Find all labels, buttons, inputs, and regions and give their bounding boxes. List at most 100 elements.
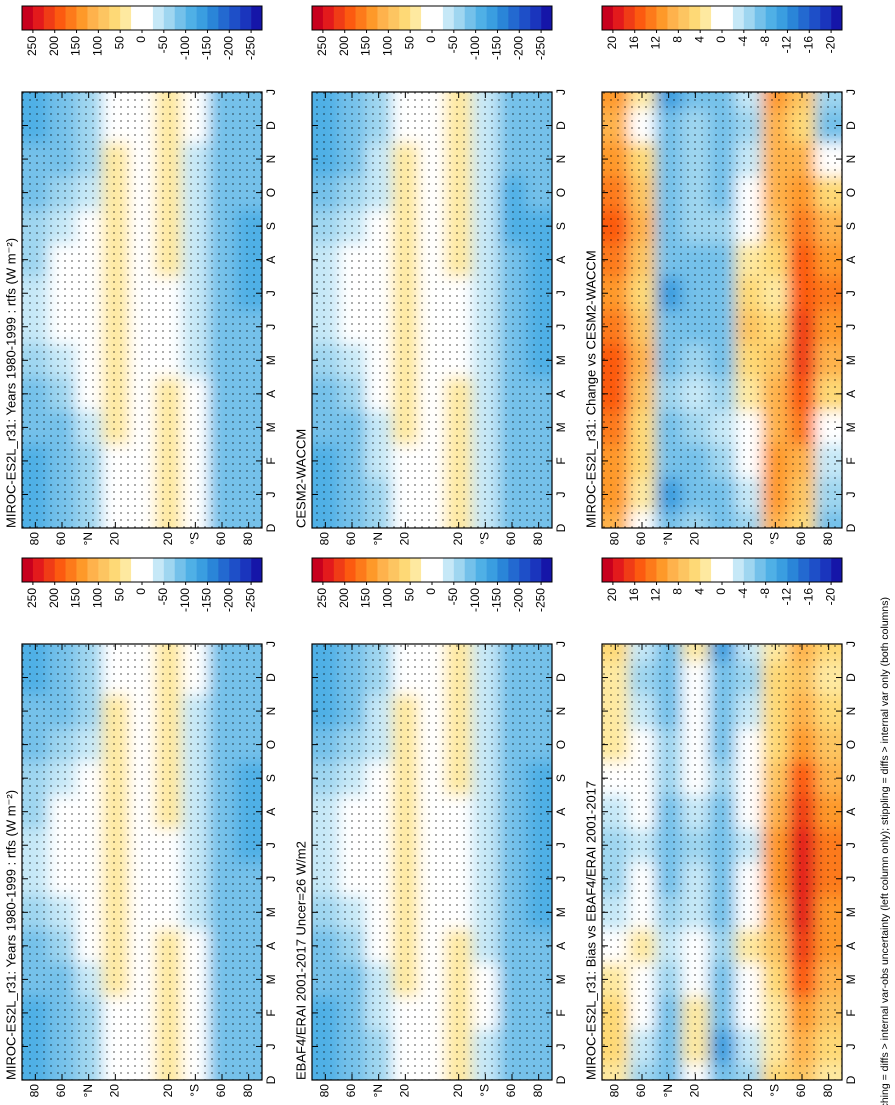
colorbar-bin — [142, 558, 154, 582]
colorbar-bin — [497, 6, 509, 30]
colorbar-bin — [530, 6, 542, 30]
x-tick-label: 60 — [344, 532, 358, 546]
colorbar-label: 200 — [47, 588, 61, 608]
colorbar-label: 100 — [381, 36, 395, 56]
month-label: D — [554, 121, 568, 130]
colorbar-bin — [645, 558, 657, 582]
colorbar-label: -8 — [758, 36, 772, 47]
colorbar-label: 100 — [91, 588, 105, 608]
x-tick-label: °S — [478, 532, 492, 545]
month-label: J — [264, 876, 278, 882]
month-label: J — [264, 641, 278, 647]
colorbar-bin — [602, 6, 614, 30]
month-label: O — [844, 188, 858, 197]
month-label: S — [264, 774, 278, 782]
month-label: N — [264, 707, 278, 716]
colorbar-bin — [388, 558, 400, 582]
footnote: hatching = diffs > internal var-obs unce… — [879, 597, 891, 1105]
colorbar-bin — [787, 6, 799, 30]
field — [312, 644, 552, 1080]
colorbar-bin — [109, 558, 121, 582]
colorbar-label: -250 — [533, 36, 547, 60]
colorbar-label: -20 — [823, 588, 837, 606]
colorbar-bin — [174, 558, 186, 582]
x-tick-label: 20 — [108, 532, 122, 546]
colorbar-bin — [831, 6, 843, 30]
colorbar-bin — [442, 558, 455, 582]
colorbar-label: -250 — [243, 36, 257, 60]
panel-title: MIROC-ES2L_r31: Years 1980-1999 : rtfs (… — [3, 790, 18, 1080]
field — [312, 92, 552, 528]
month-label: M — [844, 974, 858, 984]
colorbar-label: 0 — [424, 36, 438, 43]
month-label: M — [264, 974, 278, 984]
colorbar-label: -50 — [156, 36, 170, 54]
x-tick-label: 60 — [344, 1084, 358, 1098]
colorbar-bin — [667, 558, 679, 582]
colorbar-label: -200 — [511, 36, 525, 60]
x-tick-label: °N — [371, 532, 385, 545]
month-label: A — [844, 808, 858, 816]
colorbar-label: -50 — [446, 36, 460, 54]
colorbar-bin — [131, 558, 143, 582]
colorbar-bin — [541, 558, 553, 582]
colorbar-bin — [399, 6, 411, 30]
colorbar-bin — [366, 6, 378, 30]
colorbar-label: -200 — [221, 588, 235, 612]
colorbar-label: 50 — [112, 36, 126, 50]
colorbar-bin — [421, 6, 433, 30]
month-label: F — [554, 457, 568, 464]
colorbar-bin — [656, 6, 668, 30]
colorbar-label: 20 — [605, 588, 619, 602]
colorbar-bin — [163, 6, 176, 30]
colorbar-label: -50 — [156, 588, 170, 606]
month-label: A — [264, 808, 278, 816]
month-label: J — [844, 1043, 858, 1049]
colorbar-bin — [32, 558, 45, 582]
colorbar-label: -150 — [490, 588, 504, 612]
colorbar-bin — [251, 6, 263, 30]
x-tick-label: °N — [661, 532, 675, 545]
colorbar-label: 100 — [381, 588, 395, 608]
colorbar-bin — [344, 6, 356, 30]
colorbar-bin — [475, 558, 487, 582]
colorbar-bin — [486, 6, 498, 30]
colorbar-bin — [312, 558, 324, 582]
month-label: O — [554, 188, 568, 197]
month-label: A — [844, 942, 858, 950]
x-tick-label: 60 — [794, 1084, 808, 1098]
stippling — [602, 92, 842, 528]
stippling — [602, 644, 842, 1080]
month-label: M — [264, 355, 278, 365]
stippling — [312, 644, 552, 1080]
colorbar-label: 0 — [424, 588, 438, 595]
colorbar-bin — [22, 6, 34, 30]
month-label: D — [554, 523, 568, 532]
x-tick-label: 20 — [451, 532, 465, 546]
colorbar-bin — [355, 6, 367, 30]
stippling — [312, 92, 552, 528]
month-label: S — [844, 222, 858, 230]
colorbar-bin — [131, 6, 143, 30]
colorbar-bin — [312, 6, 324, 30]
month-label: J — [844, 290, 858, 296]
panel: 250 200 150 100 50 0 -50 -100 -150 -200 -250 80 60 °N… — [3, 5, 278, 546]
colorbar-label: -150 — [200, 36, 214, 60]
colorbar-bin — [464, 558, 476, 582]
colorbar-bin — [322, 558, 335, 582]
x-tick-label: °S — [768, 1084, 782, 1097]
colorbar-bin — [634, 558, 646, 582]
month-label: J — [264, 491, 278, 497]
colorbar-label: -12 — [780, 36, 794, 54]
month-label: J — [264, 89, 278, 95]
month-label: D — [264, 523, 278, 532]
month-label: M — [554, 907, 568, 917]
month-label: F — [844, 457, 858, 464]
colorbar-bin — [678, 558, 690, 582]
colorbar-label: -100 — [178, 36, 192, 60]
month-label: J — [264, 842, 278, 848]
month-label: J — [554, 324, 568, 330]
x-tick-label: 60 — [504, 1084, 518, 1098]
colorbar-bin — [207, 6, 219, 30]
colorbar-bin — [344, 558, 356, 582]
